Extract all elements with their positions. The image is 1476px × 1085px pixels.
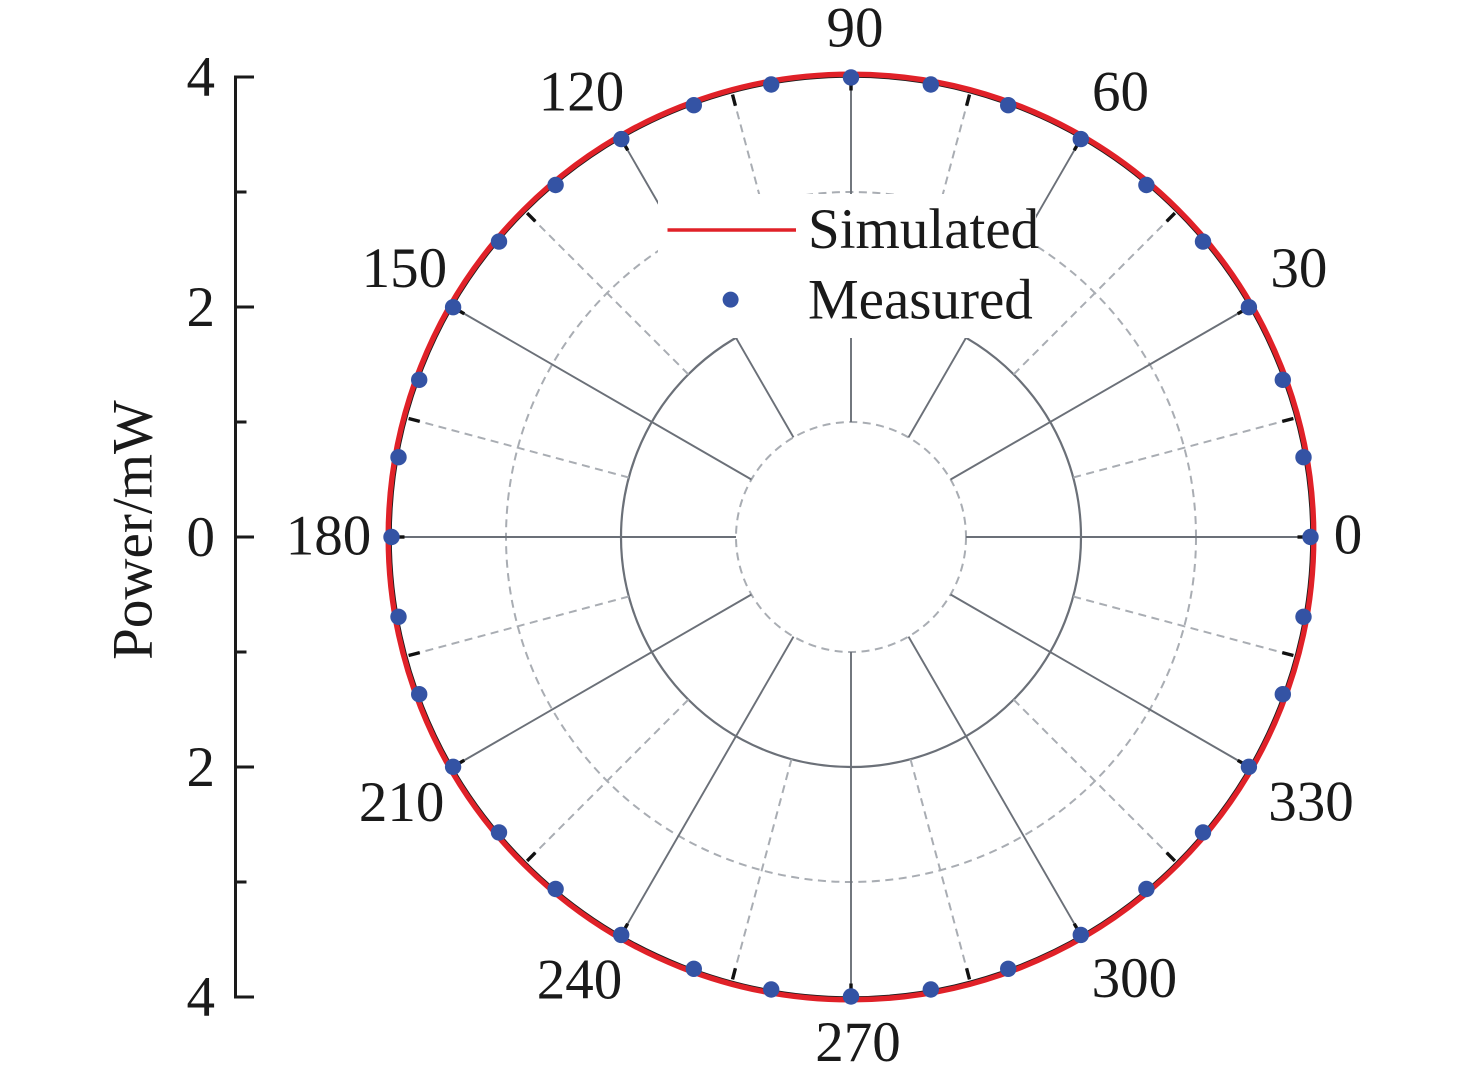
svg-text:2: 2 [187, 736, 216, 799]
svg-text:210: 210 [359, 771, 445, 834]
svg-text:2: 2 [187, 276, 216, 339]
svg-text:Measured: Measured [808, 269, 1033, 332]
svg-text:4: 4 [187, 46, 216, 109]
svg-text:330: 330 [1268, 771, 1354, 834]
svg-text:180: 180 [286, 505, 372, 568]
svg-text:270: 270 [815, 1011, 901, 1074]
svg-text:0: 0 [187, 506, 216, 569]
svg-text:30: 30 [1270, 237, 1327, 300]
svg-text:0: 0 [1334, 504, 1363, 567]
svg-text:300: 300 [1092, 947, 1178, 1010]
svg-text:4: 4 [187, 966, 216, 1029]
svg-text:60: 60 [1092, 61, 1149, 124]
svg-text:Simulated: Simulated [808, 198, 1039, 261]
svg-text:240: 240 [537, 948, 623, 1011]
svg-text:90: 90 [827, 0, 884, 59]
svg-text:Power/mW: Power/mW [102, 400, 165, 660]
svg-text:150: 150 [362, 237, 448, 300]
svg-text:120: 120 [539, 61, 625, 124]
